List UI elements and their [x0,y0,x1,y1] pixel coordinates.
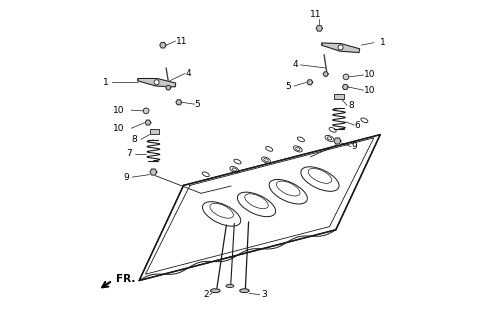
Text: 9: 9 [123,172,129,182]
Text: 5: 5 [195,100,201,109]
Text: 1: 1 [103,78,109,87]
Polygon shape [334,138,341,144]
Polygon shape [150,169,157,175]
Circle shape [143,108,149,114]
Polygon shape [145,120,151,125]
Polygon shape [176,100,182,105]
Text: 3: 3 [261,290,267,299]
FancyBboxPatch shape [150,129,159,134]
Text: 10: 10 [365,86,376,95]
Text: 5: 5 [286,82,291,91]
Circle shape [338,45,343,50]
Polygon shape [138,78,176,87]
Text: 11: 11 [310,10,322,19]
Text: 10: 10 [113,124,125,133]
Ellipse shape [210,289,220,292]
FancyBboxPatch shape [334,94,344,99]
Circle shape [154,80,159,85]
Text: 1: 1 [380,38,386,47]
Text: 11: 11 [176,36,187,45]
Text: 4: 4 [292,60,298,69]
Polygon shape [322,43,360,52]
Text: 10: 10 [113,106,125,115]
Text: 8: 8 [132,135,137,144]
Text: 4: 4 [185,69,191,78]
Polygon shape [166,85,171,90]
Polygon shape [342,84,348,90]
Text: 2: 2 [204,290,209,299]
Polygon shape [316,26,323,31]
Polygon shape [307,80,313,85]
Text: 8: 8 [348,101,354,110]
Polygon shape [323,72,328,76]
Text: FR.: FR. [116,274,135,284]
Ellipse shape [226,284,234,288]
Text: 10: 10 [365,70,376,79]
Polygon shape [160,43,166,48]
Text: 9: 9 [352,142,358,151]
Ellipse shape [240,289,249,292]
Text: 6: 6 [355,121,361,130]
Circle shape [343,74,349,80]
Text: 7: 7 [126,149,132,158]
